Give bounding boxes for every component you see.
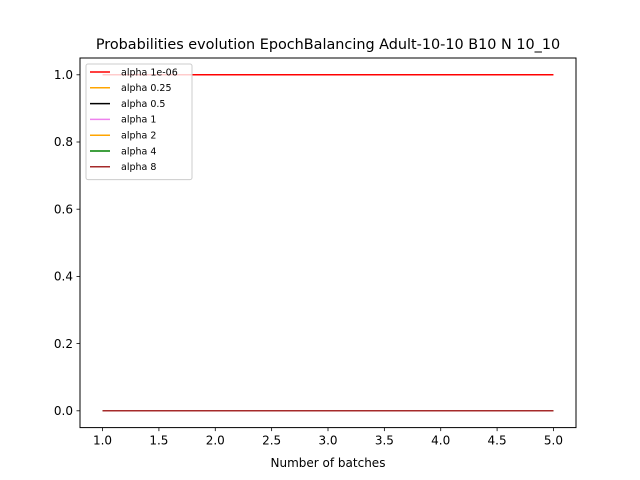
- x-tick-label: 2.0: [206, 434, 225, 448]
- legend-label-5: alpha 2: [121, 131, 156, 142]
- x-axis-label: Number of batches: [271, 456, 386, 470]
- x-axis: 1.0 1.5 2.0 2.5 3.0 3.5 4.0 4.5 5.0: [93, 427, 563, 448]
- y-axis: 0.0 0.2 0.4 0.6 0.8 1.0: [54, 68, 80, 418]
- legend-label-2: alpha 0.25: [121, 83, 172, 94]
- x-tick-label: 4.5: [488, 434, 507, 448]
- chart-title: Probabilities evolution EpochBalancing A…: [96, 37, 560, 53]
- x-tick-label: 4.0: [431, 434, 450, 448]
- y-tick-label: 0.2: [54, 337, 73, 351]
- legend-box: [85, 63, 193, 181]
- legend-label-6: alpha 4: [121, 146, 156, 157]
- legend-label-7: alpha 8: [121, 162, 156, 173]
- x-tick-label: 1.0: [93, 434, 112, 448]
- legend-label-3: alpha 0.5: [121, 99, 165, 110]
- legend-label-4: alpha 1: [121, 115, 156, 126]
- y-tick-label: 1.0: [54, 68, 73, 82]
- x-tick-label: 1.5: [149, 434, 168, 448]
- x-tick-label: 3.0: [318, 434, 337, 448]
- legend-label-1: alpha 1e-06: [121, 67, 178, 78]
- y-tick-label: 0.0: [54, 404, 73, 418]
- x-tick-label: 5.0: [544, 434, 563, 448]
- y-tick-label: 0.8: [54, 135, 73, 149]
- legend: alpha 1e-06 alpha 0.25 alpha 0.5 alpha 1 alp…: [85, 63, 193, 181]
- y-tick-label: 0.6: [54, 202, 73, 216]
- y-tick-label: 0.4: [54, 270, 73, 284]
- x-tick-label: 2.5: [262, 434, 281, 448]
- x-tick-label: 3.5: [375, 434, 394, 448]
